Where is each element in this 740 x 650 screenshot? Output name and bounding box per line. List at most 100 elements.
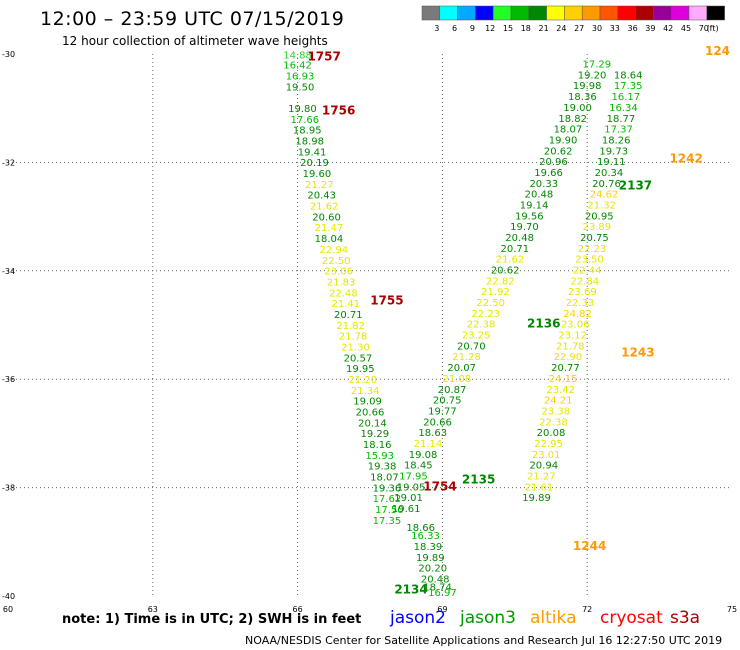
- swh-data-point: 18.95: [293, 126, 322, 137]
- swh-data-point: 21.27: [527, 471, 556, 482]
- swh-data-point: 16.34: [609, 103, 638, 114]
- swh-data-point: 19.80: [288, 104, 317, 115]
- swh-data-point: 17.37: [604, 125, 633, 136]
- swh-data-point: 20.60: [312, 212, 341, 223]
- y-tick-label: -38: [2, 484, 15, 493]
- swh-data-point: 15.93: [365, 451, 394, 462]
- pass-time-label: 1757: [307, 50, 340, 64]
- swh-data-point: 19.50: [286, 82, 315, 93]
- swh-data-point: 22.44: [573, 266, 602, 277]
- swh-data-point: 19.70: [510, 222, 539, 233]
- swh-data-point: 18.64: [614, 70, 643, 81]
- swh-data-point: 20.87: [438, 385, 467, 396]
- swh-data-point: 23.89: [583, 222, 612, 233]
- page-subtitle: 12 hour collection of altimeter wave hei…: [62, 34, 328, 48]
- swh-data-point: 19.89: [416, 553, 445, 564]
- legend-label: 33: [610, 24, 620, 33]
- swh-data-point: 20.08: [537, 428, 566, 439]
- swh-data-point: 17.62: [373, 494, 402, 505]
- swh-data-point: 20.48: [421, 574, 450, 585]
- swh-data-point: 21.28: [452, 352, 481, 363]
- swh-data-point: 23.06: [561, 320, 590, 331]
- swh-data-point: 19.41: [298, 147, 327, 158]
- swh-data-point: 19.98: [573, 81, 602, 92]
- swh-data-point: 21.30: [341, 342, 370, 353]
- swh-data-point: 19.36: [373, 483, 402, 494]
- swh-data-point: 20.43: [307, 191, 336, 202]
- swh-data-point: 20.95: [585, 211, 614, 222]
- swh-data-point: 19.11: [597, 157, 626, 168]
- swh-data-point: 18.07: [554, 125, 583, 136]
- swh-data-point: 16.93: [286, 71, 315, 82]
- swh-data-point: 23.50: [575, 255, 604, 266]
- swh-data-point: 20.76: [592, 179, 621, 190]
- swh-data-point: 23.06: [324, 267, 353, 278]
- swh-data-point: 18.66: [406, 523, 435, 534]
- swh-data-point: 22.50: [476, 298, 505, 309]
- swh-data-point: 20.57: [344, 353, 373, 364]
- swh-data-point: 20.48: [525, 190, 554, 201]
- swh-data-point: 19.14: [520, 200, 549, 211]
- color-legend: 3 6 9 12 15 18 21 24 27 30 33 36 39 42 45 70(ft): [421, 5, 725, 33]
- swh-data-point: 20.75: [580, 233, 609, 244]
- swh-data-point: 20.96: [539, 157, 568, 168]
- legend-label: 6: [452, 24, 457, 33]
- swh-data-point: 20.70: [457, 341, 486, 352]
- swh-data-point: 17.35: [373, 516, 402, 527]
- swh-data-point: 22.48: [329, 288, 358, 299]
- swh-data-point: 22.94: [319, 245, 348, 256]
- y-tick-label: -30: [2, 50, 15, 59]
- legend-label: 12: [485, 24, 495, 33]
- satellite-label-cryosat: cryosat: [600, 608, 663, 628]
- swh-data-point: 22.90: [554, 352, 583, 363]
- swh-data-point: 21.82: [336, 321, 365, 332]
- swh-data-point: 19.08: [409, 450, 438, 461]
- pass-time-label: 1244: [573, 539, 606, 553]
- swh-data-point: 24.15: [549, 374, 578, 385]
- swh-data-point: 18.39: [414, 542, 443, 553]
- swh-data-point: 21.20: [348, 375, 377, 386]
- swh-data-point: 17.95: [399, 471, 428, 482]
- legend-label: 3: [434, 24, 439, 33]
- swh-data-point: 20.62: [491, 266, 520, 277]
- swh-data-point: 19.66: [534, 168, 563, 179]
- swh-data-point: 20.33: [529, 179, 558, 190]
- swh-data-point: 21.47: [315, 223, 344, 234]
- swh-data-point: 22.38: [467, 320, 496, 331]
- satellite-label-jason2: jason2: [390, 608, 446, 628]
- satellite-label-jason3: jason3: [460, 608, 516, 628]
- swh-data-point: 23.25: [462, 331, 491, 342]
- swh-data-point: 19.61: [392, 504, 421, 515]
- pass-time-label: 124: [705, 44, 730, 58]
- legend-label: 15: [503, 24, 513, 33]
- swh-data-point: 19.90: [549, 135, 578, 146]
- swh-data-point: 18.36: [568, 92, 597, 103]
- swh-data-point: 18.16: [363, 440, 392, 451]
- swh-data-point: 18.45: [404, 461, 433, 472]
- legend-label: 27: [574, 24, 584, 33]
- swh-data-point: 19.09: [353, 397, 382, 408]
- pass-time-label: 2136: [527, 317, 560, 331]
- swh-data-point: 20.66: [356, 408, 385, 419]
- legend-label: 9: [470, 24, 475, 33]
- swh-data-point: 21.14: [414, 439, 443, 450]
- pass-time-label: 2135: [462, 472, 495, 486]
- swh-data-point: 19.20: [578, 70, 607, 81]
- x-tick-label: 60: [3, 605, 13, 614]
- swh-data-point: 20.71: [500, 244, 529, 255]
- swh-data-point: 21.62: [310, 202, 339, 213]
- legend-swatch: [706, 5, 725, 21]
- legend-label: 30: [592, 24, 602, 33]
- swh-data-point: 20.14: [358, 418, 387, 429]
- y-tick-label: -32: [2, 158, 15, 167]
- swh-data-point: 19.00: [563, 103, 592, 114]
- legend-label: 70: [699, 24, 709, 33]
- footer-credit: NOAA/NESDIS Center for Satellite Applica…: [245, 634, 723, 647]
- swh-data-point: 22.23: [472, 309, 501, 320]
- swh-data-point: 19.89: [522, 493, 551, 504]
- swh-data-point: 21.41: [332, 299, 361, 310]
- swh-data-point: 20.75: [433, 396, 462, 407]
- swh-data-point: 19.01: [394, 493, 423, 504]
